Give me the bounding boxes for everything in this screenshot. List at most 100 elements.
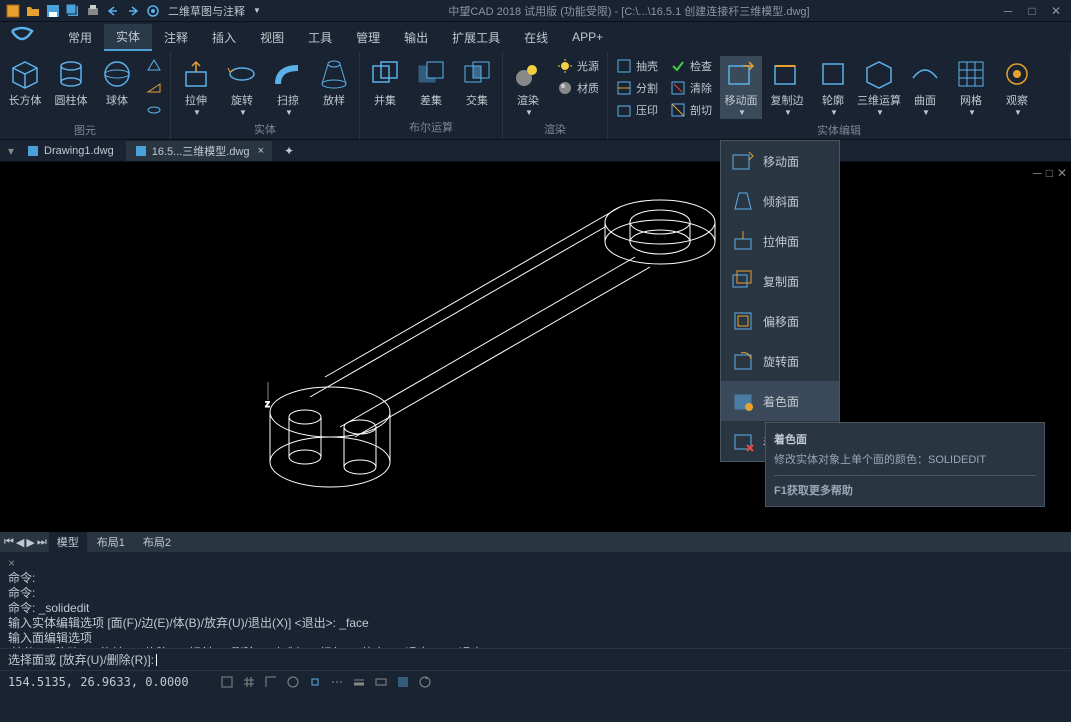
statusbar: 154.5135, 26.9633, 0.0000 <box>0 670 1071 692</box>
ribbon: 长方体 圆柱体 球体 图元 拉伸▼ 旋转▼ 扫掠▼ 放样 实体 并集 差集 交集… <box>0 52 1071 140</box>
model-wireframe: z <box>180 172 740 522</box>
menu-manage[interactable]: 管理 <box>344 25 392 50</box>
quick-access-toolbar: 二维草图与注释 ▼ <box>4 2 261 20</box>
menu-annotate[interactable]: 注释 <box>152 25 200 50</box>
layout-tab-model[interactable]: 模型 <box>49 532 87 552</box>
open-icon[interactable] <box>24 2 42 20</box>
close-button[interactable]: ✕ <box>1045 2 1067 20</box>
file-tab-1[interactable]: Drawing1.dwg <box>18 142 122 160</box>
tool-torus[interactable] <box>142 100 166 120</box>
face-edit-dropdown: 移动面 倾斜面 拉伸面 复制面 偏移面 旋转面 着色面 着色面 <box>720 140 840 462</box>
tool-subtract[interactable]: 差集 <box>410 56 452 110</box>
redo-icon[interactable] <box>124 2 142 20</box>
tool-render[interactable]: 渲染▼ <box>507 56 549 119</box>
ortho-toggle[interactable] <box>261 673 281 691</box>
new-icon[interactable] <box>4 2 22 20</box>
tool-light[interactable]: 光源 <box>553 56 603 76</box>
tool-silhouette[interactable]: 轮廓▼ <box>812 56 854 119</box>
layout-tab-2[interactable]: 布局2 <box>135 532 179 552</box>
new-tab-icon[interactable]: ✦ <box>280 142 298 160</box>
tool-shell[interactable]: 抽壳 <box>612 56 662 76</box>
menu-insert[interactable]: 插入 <box>200 25 248 50</box>
dd-moveface[interactable]: 移动面 <box>721 141 839 181</box>
tooltip-title: 着色面 <box>774 431 1036 447</box>
tool-wedge[interactable] <box>142 78 166 98</box>
tool-3dop[interactable]: 三维运算▼ <box>858 56 900 119</box>
svg-text:z: z <box>265 399 270 410</box>
cycle-toggle[interactable] <box>415 673 435 691</box>
tool-material[interactable]: 材质 <box>553 78 603 98</box>
tool-copyedge[interactable]: 复制边▼ <box>766 56 808 119</box>
grid-toggle[interactable] <box>239 673 259 691</box>
dyn-toggle[interactable] <box>371 673 391 691</box>
tooltip-desc: 修改实体对象上单个面的颜色：SOLIDEDIT <box>774 451 1036 467</box>
menu-online[interactable]: 在线 <box>512 25 560 50</box>
tool-box[interactable]: 长方体 <box>4 56 46 110</box>
tool-cone[interactable] <box>142 56 166 76</box>
coordinates: 154.5135, 26.9633, 0.0000 <box>8 675 189 689</box>
vp-close-icon[interactable]: ✕ <box>1057 166 1067 180</box>
menu-view[interactable]: 视图 <box>248 25 296 50</box>
tool-view[interactable]: 观察▼ <box>996 56 1038 119</box>
menu-app[interactable]: APP+ <box>560 26 615 48</box>
tool-intersect[interactable]: 交集 <box>456 56 498 110</box>
maximize-button[interactable]: □ <box>1021 2 1043 20</box>
dd-colorface[interactable]: 着色面 <box>721 381 839 421</box>
tool-union[interactable]: 并集 <box>364 56 406 110</box>
dd-extrudeface[interactable]: 拉伸面 <box>721 221 839 261</box>
model-toggle[interactable] <box>393 673 413 691</box>
tool-moveface[interactable]: 移动面▼ <box>720 56 762 119</box>
group-label-boolean: 布尔运算 <box>364 117 498 137</box>
menu-output[interactable]: 输出 <box>392 25 440 50</box>
undo-icon[interactable] <box>104 2 122 20</box>
otrack-toggle[interactable] <box>327 673 347 691</box>
workspace-dropdown[interactable]: 二维草图与注释 <box>164 3 249 19</box>
tool-section[interactable]: 剖切 <box>666 100 716 120</box>
tool-surface[interactable]: 曲面▼ <box>904 56 946 119</box>
titlebar: 二维草图与注释 ▼ 中望CAD 2018 试用版 (功能受限) - [C:\..… <box>0 0 1071 22</box>
workspace-icon[interactable] <box>144 2 162 20</box>
tool-sphere[interactable]: 球体 <box>96 56 138 110</box>
tool-revolve[interactable]: 旋转▼ <box>221 56 263 119</box>
menu-common[interactable]: 常用 <box>56 25 104 50</box>
tool-mesh[interactable]: 网格▼ <box>950 56 992 119</box>
tool-clean[interactable]: 清除 <box>666 78 716 98</box>
group-label-solidedit: 实体编辑 <box>612 120 1066 140</box>
tool-imprint[interactable]: 压印 <box>612 100 662 120</box>
tool-slice[interactable]: 分割 <box>612 78 662 98</box>
polar-toggle[interactable] <box>283 673 303 691</box>
tool-check[interactable]: 检查 <box>666 56 716 76</box>
tool-cylinder[interactable]: 圆柱体 <box>50 56 92 110</box>
menu-ext[interactable]: 扩展工具 <box>440 25 512 50</box>
tool-loft[interactable]: 放样 <box>313 56 355 110</box>
dd-taperface[interactable]: 倾斜面 <box>721 181 839 221</box>
vp-minimize-icon[interactable]: ─ <box>1033 166 1042 180</box>
menu-solid[interactable]: 实体 <box>104 24 152 51</box>
file-tab-2[interactable]: 16.5...三维模型.dwg × <box>126 141 272 161</box>
print-icon[interactable] <box>84 2 102 20</box>
save-icon[interactable] <box>44 2 62 20</box>
saveall-icon[interactable] <box>64 2 82 20</box>
close-tab-icon[interactable]: × <box>258 145 264 157</box>
layout-nav-last[interactable]: ⏭ <box>37 536 47 549</box>
ribbon-group-primitives: 长方体 圆柱体 球体 图元 <box>0 52 171 139</box>
minimize-button[interactable]: ─ <box>997 2 1019 20</box>
tool-extrude[interactable]: 拉伸▼ <box>175 56 217 119</box>
layout-nav-next[interactable]: ▶ <box>26 536 34 549</box>
menu-tools[interactable]: 工具 <box>296 25 344 50</box>
layout-nav-prev[interactable]: ◀ <box>16 536 24 549</box>
ribbon-group-solid: 拉伸▼ 旋转▼ 扫掠▼ 放样 实体 <box>171 52 360 139</box>
dd-offsetface[interactable]: 偏移面 <box>721 301 839 341</box>
layout-nav-first[interactable]: ⏮ <box>4 536 14 549</box>
vp-maximize-icon[interactable]: □ <box>1046 166 1053 180</box>
dd-copyface[interactable]: 复制面 <box>721 261 839 301</box>
snap-toggle[interactable] <box>217 673 237 691</box>
chevron-down-icon[interactable]: ▼ <box>253 6 261 15</box>
layout-tab-1[interactable]: 布局1 <box>89 532 133 552</box>
command-input[interactable]: 选择面或 [放弃(U)/删除(R)]: <box>0 648 1071 670</box>
osnap-toggle[interactable] <box>305 673 325 691</box>
dd-rotateface[interactable]: 旋转面 <box>721 341 839 381</box>
lwt-toggle[interactable] <box>349 673 369 691</box>
tool-sweep[interactable]: 扫掠▼ <box>267 56 309 119</box>
cmd-close-icon[interactable]: × <box>8 556 15 570</box>
